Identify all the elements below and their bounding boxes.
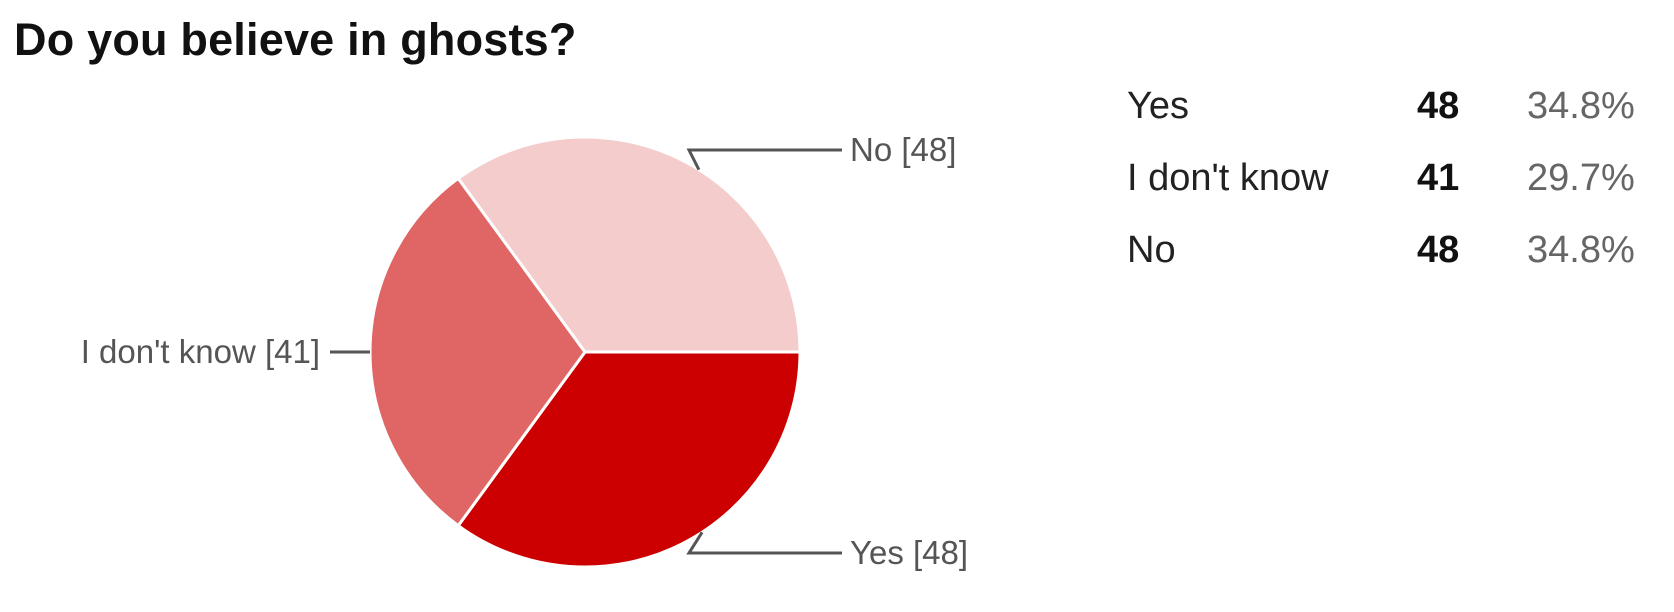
callout-label-yes: Yes [48] (850, 534, 968, 571)
pie-slice-yes (456, 350, 802, 569)
callout-label-no: No [48] (850, 131, 956, 168)
summary-row-dont-know: I don't know 41 29.7% (1127, 142, 1635, 214)
pie-slices (368, 135, 802, 569)
response-summary-table: Yes 48 34.8% I don't know 41 29.7% No 48… (1127, 70, 1635, 286)
summary-label: I don't know (1127, 156, 1329, 199)
summary-percent: 34.8% (1527, 84, 1635, 127)
pie-callouts: Yes [48] I don't know [41] No [48] (81, 131, 968, 571)
pie-slice-no (456, 135, 802, 354)
summary-count: 48 (1417, 84, 1460, 127)
summary-row-no: No 48 34.8% (1127, 214, 1635, 286)
summary-percent: 34.8% (1527, 228, 1635, 271)
summary-label: No (1127, 228, 1176, 271)
question-title: Do you believe in ghosts? (14, 14, 577, 65)
summary-label: Yes (1127, 84, 1189, 127)
summary-count: 41 (1417, 156, 1460, 199)
callout-line-yes (686, 531, 842, 555)
summary-count: 48 (1417, 228, 1460, 271)
callout-line-no (686, 148, 842, 171)
callout-label-i-don-t-know: I don't know [41] (81, 333, 320, 370)
summary-percent: 29.7% (1527, 156, 1635, 199)
summary-row-yes: Yes 48 34.8% (1127, 70, 1635, 142)
pie-slice-i-don-t-know (368, 176, 587, 528)
